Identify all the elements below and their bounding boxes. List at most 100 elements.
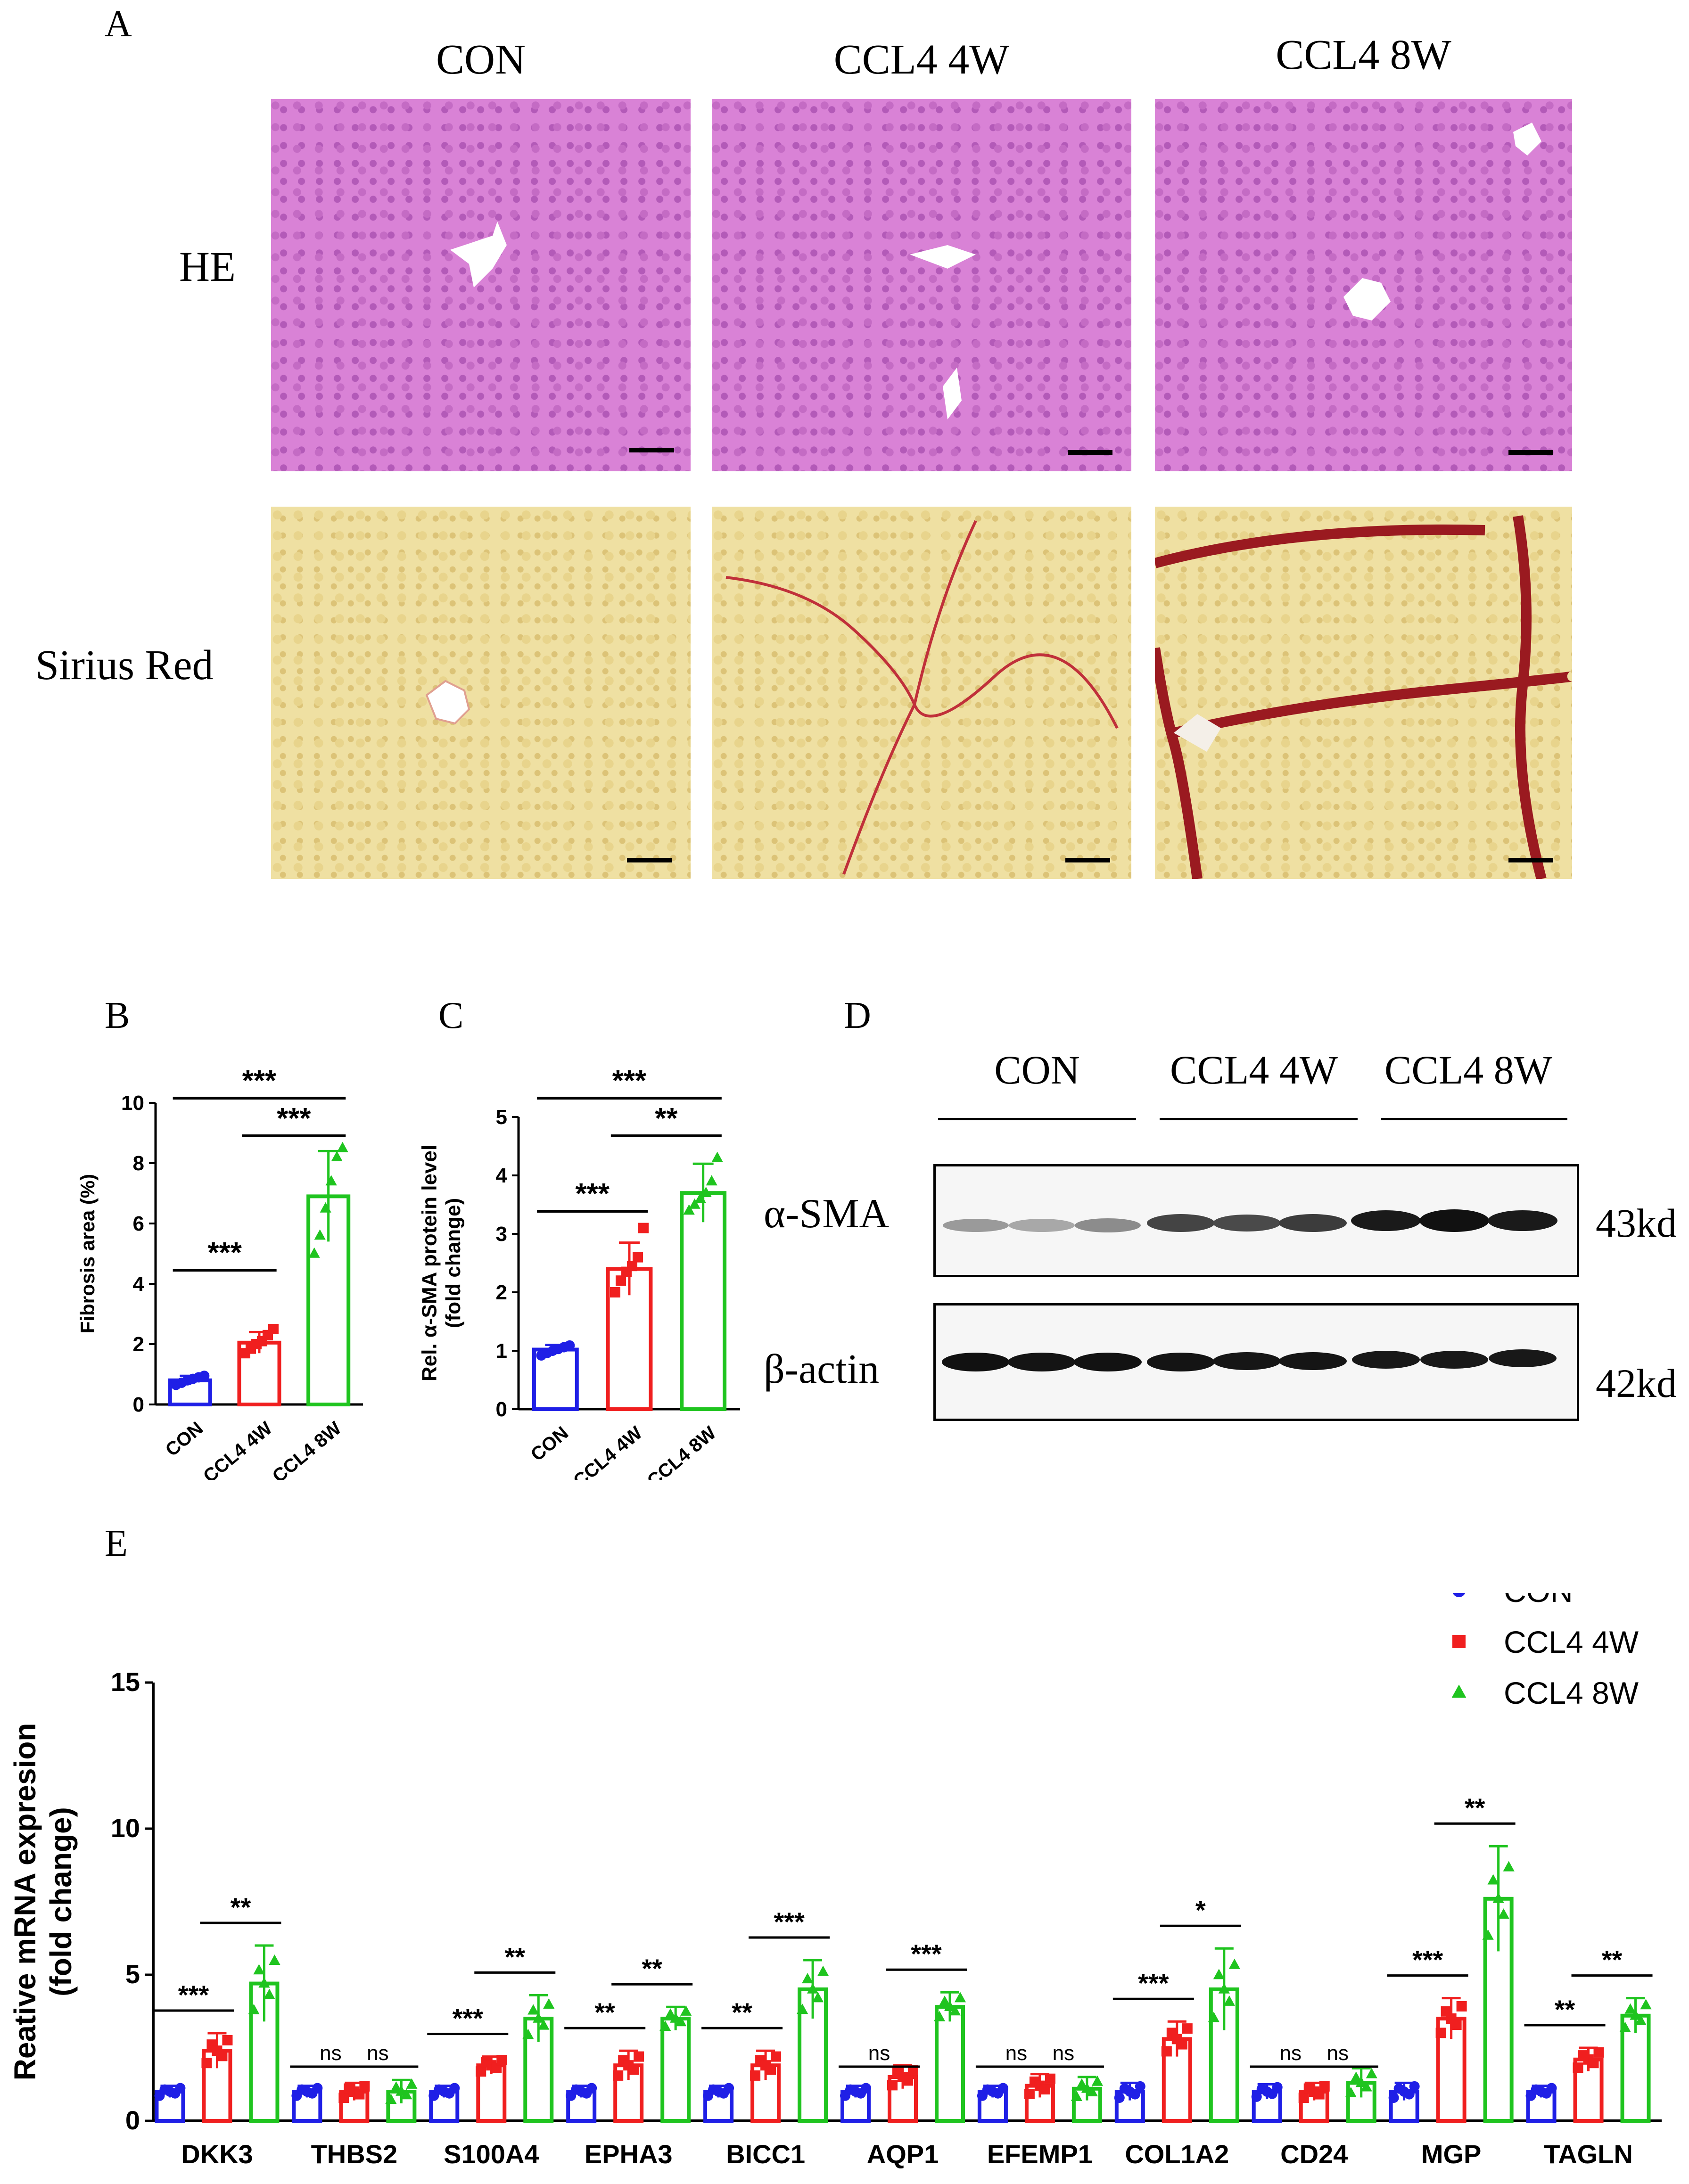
- data-point: [1451, 1684, 1467, 1698]
- data-point: [1492, 1892, 1504, 1903]
- data-point: [1456, 2001, 1467, 2012]
- significance-label: ***: [911, 1939, 942, 1969]
- data-point: [522, 2028, 534, 2039]
- chart-c: 0 1 2 3 4 5 Rel. α-SMA protein level(fold chan…: [418, 1065, 740, 1480]
- y-axis-label: Rel. α-SMA protein level(fold change): [418, 1145, 465, 1381]
- data-point: [1345, 2086, 1357, 2097]
- significance-label: **: [1465, 1793, 1485, 1823]
- blot-alpha-sma: [933, 1164, 1579, 1277]
- significance-label: ***: [1412, 1945, 1443, 1975]
- significance-label: ***: [453, 2003, 484, 2033]
- data-point: [638, 1223, 649, 1233]
- data-point: [491, 2062, 502, 2073]
- x-tick-label: AQP1: [867, 2139, 939, 2169]
- significance-label: ***: [207, 1237, 242, 1269]
- data-point: [628, 2064, 639, 2075]
- data-point: [320, 1202, 331, 1213]
- data-point: [949, 2005, 961, 2016]
- x-tick-label: MGP: [1421, 2139, 1482, 2169]
- y-tick-label: 15: [111, 1667, 140, 1697]
- legend-label: CCL4 4W: [1504, 1625, 1639, 1659]
- western-blot-panel: CON CCL4 4W CCL4 8W: [933, 1046, 1688, 1423]
- y-tick-label: 4: [496, 1164, 508, 1187]
- data-point: [812, 1992, 824, 2003]
- data-point: [634, 2051, 644, 2062]
- data-point: [627, 1261, 637, 1272]
- data-point: [1409, 2081, 1420, 2092]
- data-point: [1487, 1874, 1499, 1885]
- y-tick-label: 0: [125, 2105, 140, 2135]
- legend-label: CON: [1504, 1593, 1573, 1609]
- data-point: [325, 1175, 337, 1186]
- data-point: [406, 2078, 418, 2089]
- data-point: [199, 1371, 210, 1381]
- data-point: [903, 2075, 913, 2086]
- x-tick-label: TAGLN: [1544, 2139, 1633, 2169]
- x-tick-label: EFEMP1: [987, 2139, 1093, 2169]
- data-point: [675, 2016, 687, 2027]
- significance-label: **: [655, 1102, 678, 1135]
- data-point: [1435, 2028, 1446, 2038]
- data-point: [1076, 2078, 1088, 2089]
- data-point: [1360, 2081, 1372, 2092]
- significance-label: ns: [868, 2042, 890, 2065]
- data-point: [1114, 2093, 1125, 2103]
- panel-label-e: E: [105, 1523, 128, 1564]
- data-point: [1452, 1593, 1466, 1597]
- panel-label-d: D: [844, 995, 871, 1036]
- data-point: [268, 1324, 279, 1334]
- group-underline: [1381, 1118, 1567, 1120]
- data-point: [312, 2083, 323, 2094]
- significance-label: ***: [1138, 1968, 1169, 1998]
- data-point: [1298, 2093, 1309, 2103]
- significance-label: **: [504, 1942, 525, 1971]
- x-tick-label: CCL4 8W: [643, 1422, 720, 1480]
- data-point: [1588, 2058, 1599, 2069]
- data-point: [253, 1964, 265, 1975]
- x-tick-label: BICC1: [726, 2139, 805, 2169]
- micrograph-he-con: [271, 99, 691, 471]
- data-point: [1024, 2088, 1035, 2099]
- data-point: [633, 1252, 643, 1263]
- significance-label: ***: [575, 1178, 610, 1210]
- data-point: [665, 2008, 676, 2019]
- bar: [680, 1191, 727, 1411]
- data-point: [1388, 2093, 1399, 2103]
- y-axis-label: Fibrosis area (%): [76, 1174, 99, 1333]
- y-tick-label: 10: [121, 1092, 144, 1115]
- data-point: [264, 1988, 275, 1999]
- data-point: [1624, 2003, 1636, 2014]
- data-point: [694, 1192, 706, 1203]
- scale-bar: [1065, 858, 1110, 862]
- bar: [660, 2017, 691, 2123]
- data-point: [750, 2070, 761, 2081]
- data-point: [689, 1198, 700, 1209]
- x-tick-label: CCL4 4W: [199, 1418, 276, 1480]
- scale-bar: [629, 448, 674, 452]
- data-point: [1251, 2091, 1262, 2102]
- data-point: [385, 2094, 397, 2104]
- y-axis-label: Reative mRNA expresion(fold change): [8, 1723, 78, 2081]
- data-point: [861, 2083, 871, 2094]
- data-point: [222, 2035, 233, 2045]
- size-label-42kd: 42kd: [1596, 1361, 1677, 1406]
- micrograph-sirius-red-ccl4-4w: [712, 507, 1131, 879]
- row-label-sirius-red: Sirius Red: [35, 642, 214, 689]
- blot-group-con: CON: [994, 1047, 1080, 1092]
- data-point: [586, 2083, 597, 2094]
- data-point: [724, 2083, 734, 2094]
- y-tick-label: 10: [111, 1813, 140, 1843]
- data-point: [1086, 2086, 1098, 2097]
- data-point: [1498, 1908, 1509, 1919]
- blot-group-ccl4-8w: CCL4 8W: [1384, 1047, 1552, 1092]
- data-point: [1071, 2090, 1083, 2101]
- significance-label: ns: [1053, 2042, 1074, 2065]
- data-point: [807, 1983, 819, 1994]
- data-point: [258, 1977, 270, 1988]
- data-point: [1039, 2084, 1050, 2095]
- data-point: [1573, 2062, 1583, 2073]
- y-tick-label: 1: [496, 1339, 507, 1363]
- data-point: [337, 1141, 348, 1152]
- data-point: [680, 2005, 692, 2016]
- group-underline: [1160, 1118, 1358, 1120]
